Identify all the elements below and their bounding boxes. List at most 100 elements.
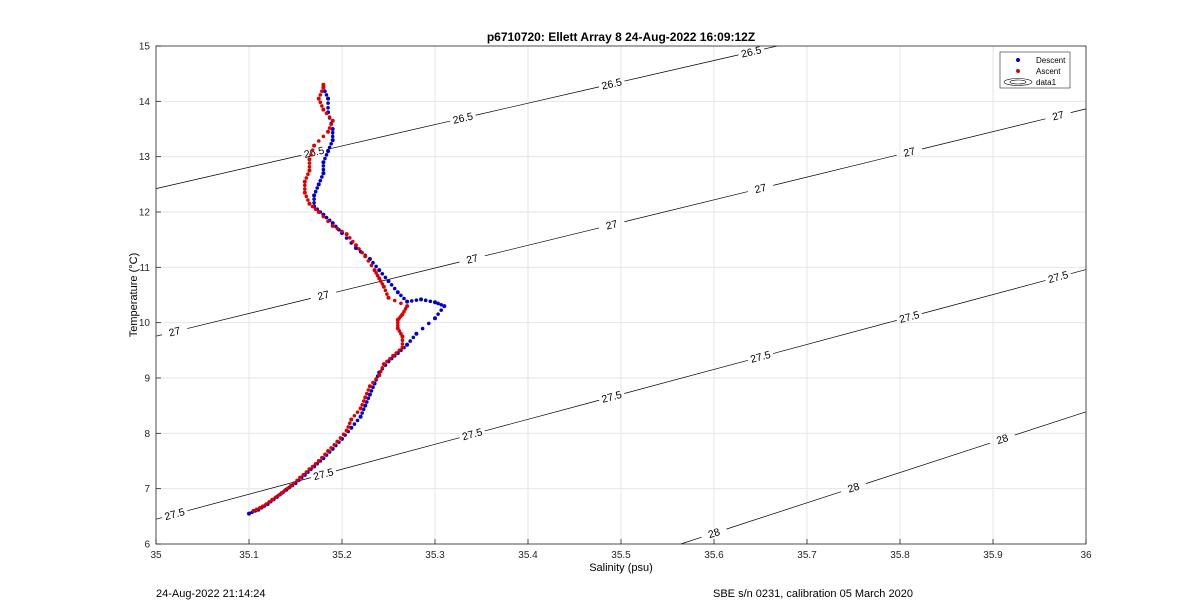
data-point-ascent — [344, 232, 349, 237]
density-contours: 26.5 26.5 26.5 26.5 27 27 27 27 27 27 27 27.5 27.5 27… — [155, 44, 1087, 545]
contour-line — [624, 54, 739, 82]
data-point-ascent — [344, 428, 349, 433]
data-point-ascent — [321, 134, 326, 139]
data-point-ascent — [400, 312, 405, 317]
data-point-ascent — [369, 263, 374, 268]
data-point-descent — [313, 189, 318, 194]
data-point-ascent — [330, 223, 335, 228]
contour-label: 26.5 — [303, 145, 326, 161]
legend-box — [999, 51, 1071, 89]
data-point-descent — [361, 407, 366, 412]
contour-label: 27 — [465, 252, 479, 266]
data-point-ascent — [321, 214, 326, 219]
data-point-ascent — [251, 508, 256, 513]
data-point-descent — [383, 275, 388, 280]
data-point-ascent — [260, 504, 265, 509]
contour-label: 27.5 — [898, 309, 921, 326]
data-point-descent — [327, 145, 332, 150]
data-point-ascent — [282, 488, 287, 493]
data-point-descent — [247, 511, 251, 516]
data-point-ascent — [380, 282, 385, 286]
data-point-ascent — [346, 425, 351, 429]
data-point-descent — [312, 200, 316, 205]
data-point-ascent — [338, 436, 343, 440]
data-point-ascent — [400, 334, 405, 339]
contour-line — [335, 437, 460, 472]
data-point-ascent — [400, 338, 405, 342]
contour-label: 26.5 — [601, 76, 624, 92]
data-point-descent — [323, 89, 327, 93]
data-point-ascent — [288, 483, 293, 488]
data-point-ascent — [365, 391, 369, 396]
y-tick-label: 14 — [139, 97, 151, 108]
data-point-ascent — [323, 452, 327, 457]
y-tick-label: 15 — [139, 42, 151, 53]
data-point-descent — [355, 418, 360, 423]
data-point-descent — [428, 299, 433, 304]
contour-label: 26.5 — [452, 110, 475, 126]
data-point-ascent — [302, 190, 307, 195]
data-point-ascent — [381, 284, 386, 289]
data-point-descent — [321, 167, 326, 172]
data-point-descent — [399, 293, 403, 298]
data-point-descent — [389, 283, 394, 287]
contour-line — [187, 477, 311, 512]
data-point-descent — [324, 215, 329, 220]
data-point-ascent — [341, 432, 346, 437]
data-point-ascent — [304, 470, 309, 474]
y-tick-label: 6 — [144, 540, 150, 551]
data-point-descent — [312, 193, 317, 198]
data-point-ascent — [377, 276, 382, 281]
data-point-ascent — [329, 122, 333, 127]
data-point-descent — [352, 422, 357, 426]
legend-contour-icon — [1003, 78, 1033, 86]
x-tick-label: 35.4 — [518, 550, 538, 561]
data-point-ascent — [372, 268, 377, 273]
data-point-ascent — [307, 201, 312, 206]
legend-label: Descent — [1036, 56, 1066, 65]
data-point-ascent — [396, 320, 400, 325]
data-point-ascent — [380, 366, 385, 370]
y-tick-label: 9 — [144, 374, 150, 385]
x-tick-label: 36 — [1080, 550, 1092, 561]
data-point-descent — [414, 331, 419, 336]
data-point-ascent — [385, 292, 389, 296]
data-point-ascent — [405, 304, 410, 309]
data-point-descent — [392, 286, 397, 291]
data-point-ascent — [385, 359, 389, 364]
contour-label: 27 — [168, 325, 182, 339]
data-point-descent — [318, 178, 323, 183]
data-point-descent — [321, 164, 326, 168]
data-point-descent — [427, 321, 431, 326]
data-point-descent — [420, 326, 425, 331]
data-point-ascent — [386, 295, 391, 300]
data-series — [247, 82, 447, 516]
data-point-ascent — [332, 442, 337, 447]
data-point-descent — [374, 264, 378, 269]
data-point-ascent — [394, 351, 399, 355]
contour-label: 27 — [605, 218, 619, 232]
data-point-ascent — [395, 326, 400, 331]
data-point-ascent — [326, 449, 331, 454]
data-point-ascent — [298, 475, 303, 480]
footer-calibration: SBE s/n 0231, calibration 05 March 2020 — [713, 588, 913, 600]
data-point-ascent — [264, 502, 268, 506]
data-point-ascent — [327, 115, 332, 119]
x-tick-label: 35.5 — [611, 550, 631, 561]
data-point-ascent — [330, 118, 335, 123]
data-point-ascent — [321, 82, 326, 87]
data-point-descent — [349, 425, 354, 430]
data-point-ascent — [383, 288, 388, 293]
data-point-ascent — [326, 219, 330, 224]
contour-line — [484, 227, 600, 257]
contour-line — [1014, 411, 1087, 436]
legend-marker-ascent — [1016, 69, 1020, 73]
x-tick-label: 35.7 — [797, 550, 817, 561]
data-point-ascent — [321, 107, 326, 112]
data-point-ascent — [295, 478, 299, 483]
contour-label: 27.5 — [163, 506, 186, 523]
data-point-ascent — [360, 402, 364, 407]
contour-line — [921, 118, 1046, 150]
data-point-ascent — [366, 259, 371, 263]
data-point-ascent — [327, 126, 332, 130]
